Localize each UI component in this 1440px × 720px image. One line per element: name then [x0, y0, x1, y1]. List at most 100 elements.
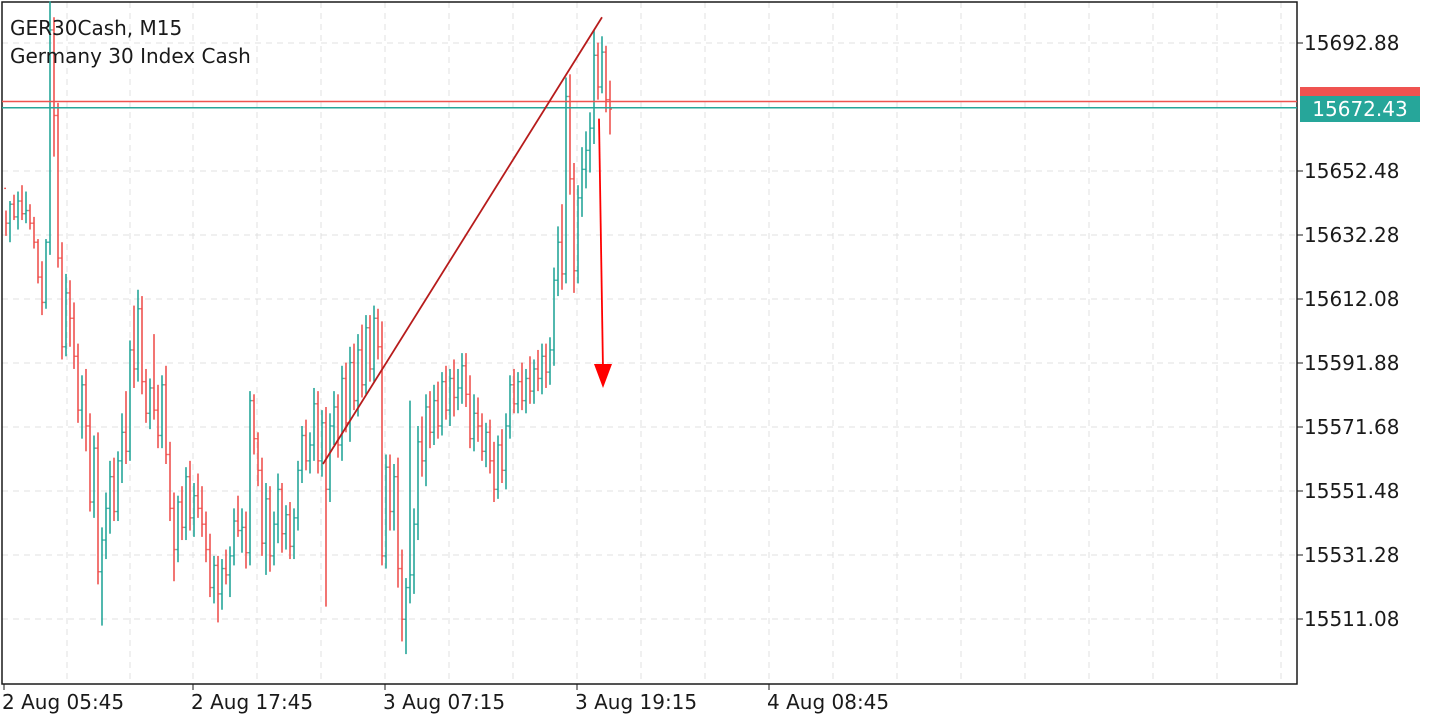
ohlc-bar — [600, 36, 604, 94]
ohlc-bar — [108, 460, 112, 534]
ohlc-bar — [16, 191, 20, 230]
ohlc-bar — [448, 368, 452, 426]
x-tick-label: 3 Aug 07:15 — [383, 690, 506, 714]
chart-symbol-timeframe: GER30Cash, M15 — [10, 16, 183, 40]
ohlc-bar — [604, 45, 608, 113]
ohlc-bar — [488, 419, 492, 474]
y-tick-label: 15571.68 — [1304, 415, 1400, 439]
ohlc-bar — [140, 296, 144, 395]
ohlc-bar — [380, 321, 384, 566]
ohlc-bar — [344, 362, 348, 433]
ohlc-bar — [552, 267, 556, 366]
ohlc-bar — [452, 359, 456, 417]
ohlc-bar — [32, 216, 36, 249]
ohlc-bar — [256, 432, 260, 487]
ohlc-bar — [460, 353, 464, 404]
ohlc-bar — [204, 511, 208, 563]
down-arrow-head-icon[interactable] — [594, 363, 612, 388]
ohlc-bar — [268, 486, 272, 572]
ohlc-bar — [392, 464, 396, 531]
ohlc-bar — [112, 457, 116, 522]
ohlc-bar — [500, 429, 504, 484]
ohlc-bar — [524, 368, 528, 414]
ohlc-bar — [516, 372, 520, 414]
ohlc-bar — [572, 163, 576, 293]
ohlc-bar — [200, 486, 204, 537]
ohlc-bar — [56, 102, 60, 268]
ohlc-bar — [428, 391, 432, 449]
ohlc-bar — [400, 549, 404, 642]
ohlc-bar — [520, 362, 524, 411]
ohlc-bar — [308, 432, 312, 474]
ohlc-bar — [480, 413, 484, 461]
ohlc-bar — [120, 413, 124, 484]
ohlc-bar — [180, 486, 184, 541]
ohlc-bar — [568, 74, 572, 195]
ohlc-bar — [248, 391, 252, 566]
ohlc-bar — [352, 343, 356, 411]
ohlc-bar — [504, 413, 508, 490]
ohlc-bar — [36, 239, 40, 284]
ohlc-bar — [412, 508, 416, 594]
ohlc-bar — [456, 368, 460, 411]
y-tick-label: 15591.88 — [1304, 351, 1400, 375]
ohlc-bar — [328, 413, 332, 503]
ohlc-bar — [12, 194, 16, 221]
ohlc-bar — [536, 349, 540, 392]
ohlc-bar — [492, 441, 496, 503]
ohlc-bar — [216, 555, 220, 623]
ohlc-bar — [96, 432, 100, 585]
ohlc-bar — [372, 305, 376, 382]
ohlc-bar — [472, 394, 476, 452]
plot-frame — [1, 1, 1298, 685]
ohlc-bar — [360, 324, 364, 398]
ohlc-bar — [284, 505, 288, 550]
ohlc-bar — [212, 555, 216, 604]
trendline[interactable] — [322, 16, 603, 465]
ohlc-bar — [260, 457, 264, 556]
down-arrow-shaft[interactable] — [598, 118, 604, 370]
y-tick-label: 15652.48 — [1304, 159, 1400, 183]
price-axis[interactable] — [3, 42, 1303, 690]
ohlc-bar — [244, 511, 248, 569]
drawn-objects[interactable] — [322, 16, 612, 465]
ohlc-bar — [172, 492, 176, 582]
ohlc-bar — [188, 460, 192, 531]
chart-grid — [2, 2, 1297, 684]
ohlc-bar — [564, 77, 568, 284]
ohlc-bar — [220, 559, 224, 610]
ohlc-bar — [132, 305, 136, 388]
ohlc-bar — [548, 337, 552, 385]
ohlc-bar — [528, 356, 532, 404]
ohlc-bar — [512, 368, 516, 414]
ohlc-bar — [136, 289, 140, 382]
ohlc-bar — [184, 467, 188, 541]
ohlc-bar — [348, 346, 352, 442]
ohlc-bar — [416, 425, 420, 541]
y-tick-label: 15511.08 — [1304, 607, 1400, 631]
ohlc-bar — [156, 384, 160, 449]
ohlc-bar — [276, 473, 280, 544]
y-tick-label: 15551.48 — [1304, 479, 1400, 503]
ohlc-bar — [264, 483, 268, 575]
ohlc-bar — [476, 397, 480, 442]
ohlc-bar — [64, 273, 68, 357]
ohlc-bar — [28, 204, 32, 230]
ohlc-bar — [128, 340, 132, 461]
ohlc-bar — [364, 315, 368, 395]
ohlc-bar — [544, 343, 548, 388]
ohlc-bar — [152, 334, 156, 420]
ohlc-bar — [576, 185, 580, 284]
ohlc-bar — [436, 381, 440, 439]
ohlc-bar — [40, 261, 44, 316]
ohlc-bar — [104, 492, 108, 560]
ohlc-bar — [88, 413, 92, 512]
ohlc-bar — [164, 365, 168, 465]
ohlc-bar — [48, 1, 52, 255]
ohlc-bar — [420, 416, 424, 477]
ohlc-bar — [236, 495, 240, 537]
ohlc-bar — [124, 391, 128, 465]
ohlc-bar — [532, 359, 536, 404]
ohlc-bar — [540, 343, 544, 395]
